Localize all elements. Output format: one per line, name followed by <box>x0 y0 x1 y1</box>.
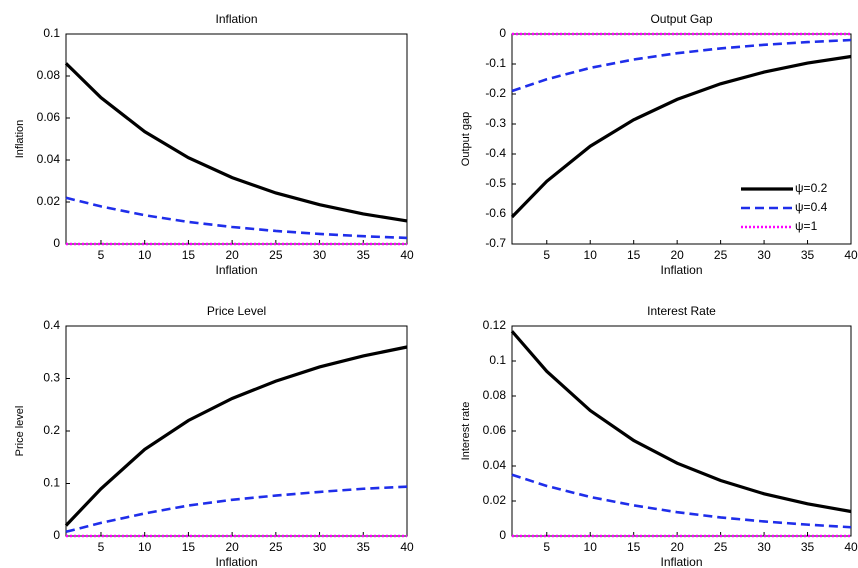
series-line <box>64 62 408 223</box>
y-tick-label: -0.4 <box>485 146 506 160</box>
y-tick-label: 0.08 <box>483 388 507 402</box>
y-tick-label: 0.3 <box>43 371 60 385</box>
y-tick-label: 0 <box>53 236 60 250</box>
y-tick-label: -0.7 <box>485 236 506 250</box>
y-tick-label: 0 <box>499 528 506 542</box>
x-tick-label: 5 <box>543 540 550 554</box>
y-tick-label: 0.04 <box>483 458 507 472</box>
x-tick-label: 35 <box>357 248 371 262</box>
y-tick-label: -0.3 <box>485 116 506 130</box>
x-tick-label: 15 <box>182 248 196 262</box>
subplot: Interest Rate Inflation Interest rate 5 10 15… <box>460 304 858 568</box>
x-tick-label: 10 <box>138 248 152 262</box>
x-tick-label: 35 <box>801 248 815 262</box>
x-tick-label: 30 <box>313 248 327 262</box>
x-tick-label: 15 <box>627 540 641 554</box>
x-tick-label: 20 <box>670 248 684 262</box>
y-axis-label: Inflation <box>14 120 26 159</box>
y-tick-label: -0.2 <box>485 86 506 100</box>
x-tick-label: 10 <box>584 540 598 554</box>
x-tick-label: 20 <box>225 248 239 262</box>
y-tick-label: 0.06 <box>37 110 61 124</box>
y-tick-label: 0.1 <box>43 476 60 490</box>
y-tick-label: 0.1 <box>489 353 506 367</box>
legend-label: ψ=0.2 <box>795 181 828 195</box>
x-axis-label: Inflation <box>660 263 702 277</box>
series-line <box>510 54 852 219</box>
x-tick-label: 35 <box>357 540 371 554</box>
x-tick-label: 10 <box>584 248 598 262</box>
x-tick-label: 30 <box>313 540 327 554</box>
x-axis-label: Inflation <box>660 555 702 568</box>
x-axis-label: Inflation <box>215 263 257 277</box>
x-tick-label: 25 <box>714 248 728 262</box>
x-tick-label: 25 <box>714 540 728 554</box>
x-tick-label: 25 <box>269 248 283 262</box>
series-line <box>65 485 408 534</box>
x-tick-label: 5 <box>543 248 550 262</box>
y-tick-label: 0.12 <box>483 318 507 332</box>
x-tick-label: 30 <box>757 248 771 262</box>
y-tick-label: 0.04 <box>37 152 61 166</box>
y-tick-label: 0.4 <box>43 318 60 332</box>
subplot: Inflation Inflation Inflation 5 10 15 20 25 30 35… <box>14 12 414 277</box>
y-tick-label: 0 <box>499 26 506 40</box>
series-line <box>511 38 852 93</box>
series-line <box>511 473 852 529</box>
x-tick-label: 40 <box>400 540 414 554</box>
x-tick-label: 30 <box>757 540 771 554</box>
plot-area <box>511 325 852 537</box>
y-tick-label: 0.02 <box>37 194 61 208</box>
x-tick-label: 35 <box>801 540 815 554</box>
y-tick-label: 0.06 <box>483 423 507 437</box>
y-tick-label: 0.02 <box>483 493 507 507</box>
x-tick-label: 15 <box>182 540 196 554</box>
subplot-title: Price Level <box>207 304 266 318</box>
y-tick-label: 0.08 <box>37 68 61 82</box>
subplot-title: Interest Rate <box>647 304 716 318</box>
x-tick-label: 40 <box>400 248 414 262</box>
x-tick-label: 25 <box>269 540 283 554</box>
subplot-title: Inflation <box>215 12 257 26</box>
x-tick-label: 40 <box>844 540 858 554</box>
x-tick-label: 5 <box>98 540 105 554</box>
x-tick-label: 20 <box>225 540 239 554</box>
y-axis-label: Output gap <box>460 112 472 166</box>
x-tick-label: 5 <box>98 248 105 262</box>
y-tick-label: 0.1 <box>43 26 60 40</box>
y-tick-label: -0.5 <box>485 176 506 190</box>
x-tick-label: 15 <box>627 248 641 262</box>
series-line <box>64 345 408 527</box>
subplot: Output Gap Inflation Output gap 5 10 15 20 25 30… <box>460 12 858 277</box>
legend-label: ψ=0.4 <box>795 200 828 214</box>
x-axis-label: Inflation <box>215 555 257 568</box>
subplot-title: Output Gap <box>650 12 712 26</box>
legend-label: ψ=1 <box>795 219 818 233</box>
x-tick-label: 40 <box>844 248 858 262</box>
y-tick-label: -0.6 <box>485 206 506 220</box>
legend: ψ=0.2 ψ=0.4 ψ=1 <box>741 181 828 233</box>
x-tick-label: 20 <box>670 540 684 554</box>
subplot: Price Level Inflation Price level 5 10 15 20 25… <box>14 304 414 568</box>
y-tick-label: -0.1 <box>485 56 506 70</box>
y-tick-label: 0 <box>53 528 60 542</box>
series-line <box>65 196 408 240</box>
y-axis-label: Price level <box>14 406 26 457</box>
plot-area <box>65 33 408 245</box>
y-axis-label: Interest rate <box>460 402 472 461</box>
series-line <box>510 330 852 514</box>
x-tick-label: 10 <box>138 540 152 554</box>
y-tick-label: 0.2 <box>43 423 60 437</box>
